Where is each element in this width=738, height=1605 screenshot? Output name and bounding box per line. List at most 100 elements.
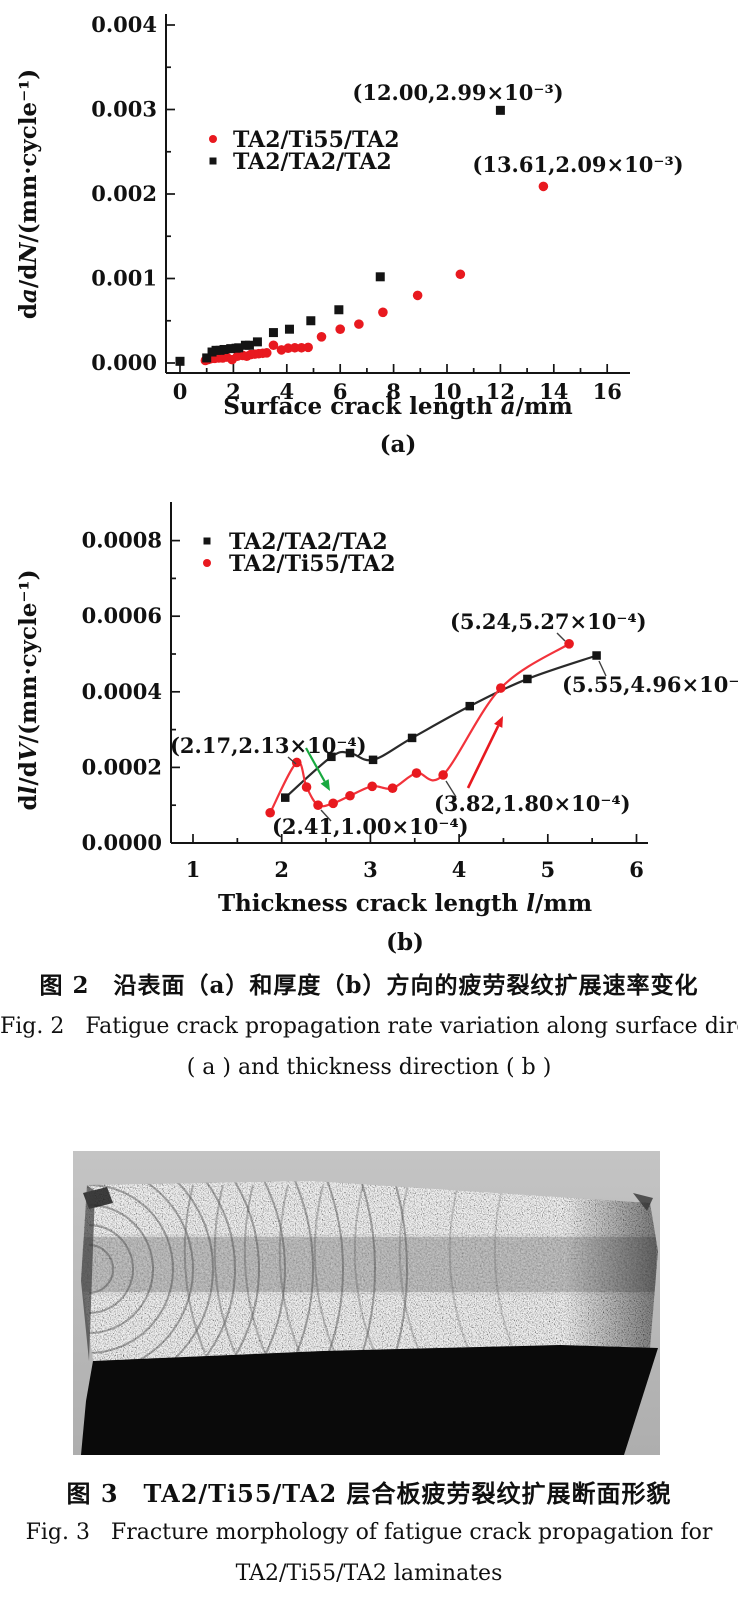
right-shadow [565,1186,658,1351]
data-point [327,752,336,762]
data-point [283,343,293,354]
y-tick-label: 0.001 [91,266,157,291]
y-axis-title: da/dN/(mm·cycle⁻¹) [15,69,42,319]
figure3-caption-chinese: 图 3 TA2/Ti55/TA2 层合板疲劳裂纹扩展断面形貌 [66,1479,672,1508]
crack-front-line [183,1184,206,1354]
data-point [495,683,506,693]
x-tick-label: 10 [432,379,461,404]
legend-label: TA2/TA2/TA2 [229,529,388,555]
figure2-caption-english-line2: ( a ) and thickness direction ( b ) [186,1055,552,1080]
data-point [328,798,338,809]
data-point [213,353,224,363]
data-point [375,272,385,282]
data-point [303,342,313,353]
pointer-arrow [305,747,326,782]
data-point [257,348,268,359]
data-point [412,290,423,301]
data-point [345,790,355,801]
data-point [203,354,213,365]
annotation-label: (12.00,2.99×10⁻³) [352,80,563,105]
data-point [455,269,466,280]
x-tick-label: 6 [629,857,644,882]
figure3-caption-english-line2: TA2/Ti55/TA2 laminates [235,1561,503,1586]
fracture-surface [81,1181,658,1361]
data-point [411,768,422,778]
data-point [226,344,236,354]
x-tick-label: 16 [593,379,622,404]
legend-marker [203,537,211,545]
data-point [465,701,474,711]
data-point [231,343,241,353]
figure2-caption-chinese: 图 2 沿表面（a）和厚度（b）方向的疲劳裂纹扩展速率变化 [39,972,699,999]
data-point [219,344,229,354]
data-point [296,342,307,353]
beach-mark-arcs [88,1181,408,1361]
data-point [378,307,388,318]
annotation-label: (5.24,5.27×10⁻⁴) [450,609,647,634]
x-tick-label: 1 [186,857,201,882]
x-tick-label: 12 [486,379,515,404]
x-tick-label: 4 [279,379,294,404]
data-point [306,316,316,326]
figure3-fracture-photo [73,1151,660,1455]
data-point [523,674,532,684]
data-point [249,349,260,359]
y-tick-label: 0.000 [91,350,157,375]
crack-front-line [398,1184,421,1354]
data-point [205,353,216,364]
data-point [175,356,185,366]
data-point [280,793,290,802]
annotation-leader [556,632,566,642]
crack-front-line [353,1184,376,1354]
tick-labels-b: 1 2 3 4 5 6 0.0000 0.0002 0.0004 0.0006 0.0008 [82,528,644,882]
data-point [564,638,574,649]
panel-label: (a) [380,431,417,458]
data-point [241,351,252,362]
axes-a [165,14,630,374]
legend-marker [203,559,211,567]
chart-panel-a: 0 2 4 6 8 10 12 14 16 0.000 0.001 0.002 0.003 0.004 Su… [15,12,684,458]
data-point [495,105,505,115]
data-point [284,324,294,334]
data-point [268,340,279,351]
legend-label: TA2/Ti55/TA2 [229,551,396,577]
data-point [217,353,228,363]
x-axis-title: Thickness crack length l/mm [218,890,592,917]
annotation-label: (13.61,2.09×10⁻³) [472,152,683,177]
data-point [200,355,211,366]
y-tick-label: 0.0006 [82,603,162,628]
data-point [354,319,364,329]
tick-labels-a: 0 2 4 6 8 10 12 14 16 0.000 0.001 0.002 0.003 0.004 [91,12,622,404]
data-point [368,755,378,765]
data-point [335,324,346,335]
series-TA2-TA2-TA2 [175,105,505,366]
specimen-dark-side [81,1345,658,1455]
data-point [438,770,448,780]
legend-label: TA2/TA2/TA2 [233,149,392,175]
ticks-a [166,24,609,373]
y-tick-label: 0.0004 [82,679,162,704]
x-tick-label: 2 [226,379,241,404]
chart-panel-b: 1 2 3 4 5 6 0.0000 0.0002 0.0004 0.0006 0.0008 Thic… [15,502,738,956]
trend-line-TA2-Ti55-TA2 [269,642,570,814]
legend-marker [209,135,217,143]
crack-front-line [313,1184,336,1354]
x-tick-label: 14 [539,379,568,404]
series-TA2-TA2-TA2 [280,651,601,802]
figure3-caption-english-line1: Fig. 3 Fracture morphology of fatigue cr… [25,1520,713,1545]
annotation-label: (3.82,1.80×10⁻⁴) [434,791,631,816]
data-point [221,352,232,362]
figure2-caption-english-line1: Fig. 2 Fatigue crack propagation rate va… [0,1014,738,1039]
data-point [215,345,225,355]
data-point [301,782,312,792]
crack-front-line [213,1184,236,1354]
annotation-leader [320,809,332,822]
crack-front-line [278,1184,301,1354]
y-axis-title: dl/dV/(mm·cycle⁻¹) [15,570,42,811]
annotation-leader [287,756,297,765]
x-tick-label: 6 [333,379,348,404]
data-point [290,342,300,353]
y-tick-label: 0.0000 [82,830,162,855]
